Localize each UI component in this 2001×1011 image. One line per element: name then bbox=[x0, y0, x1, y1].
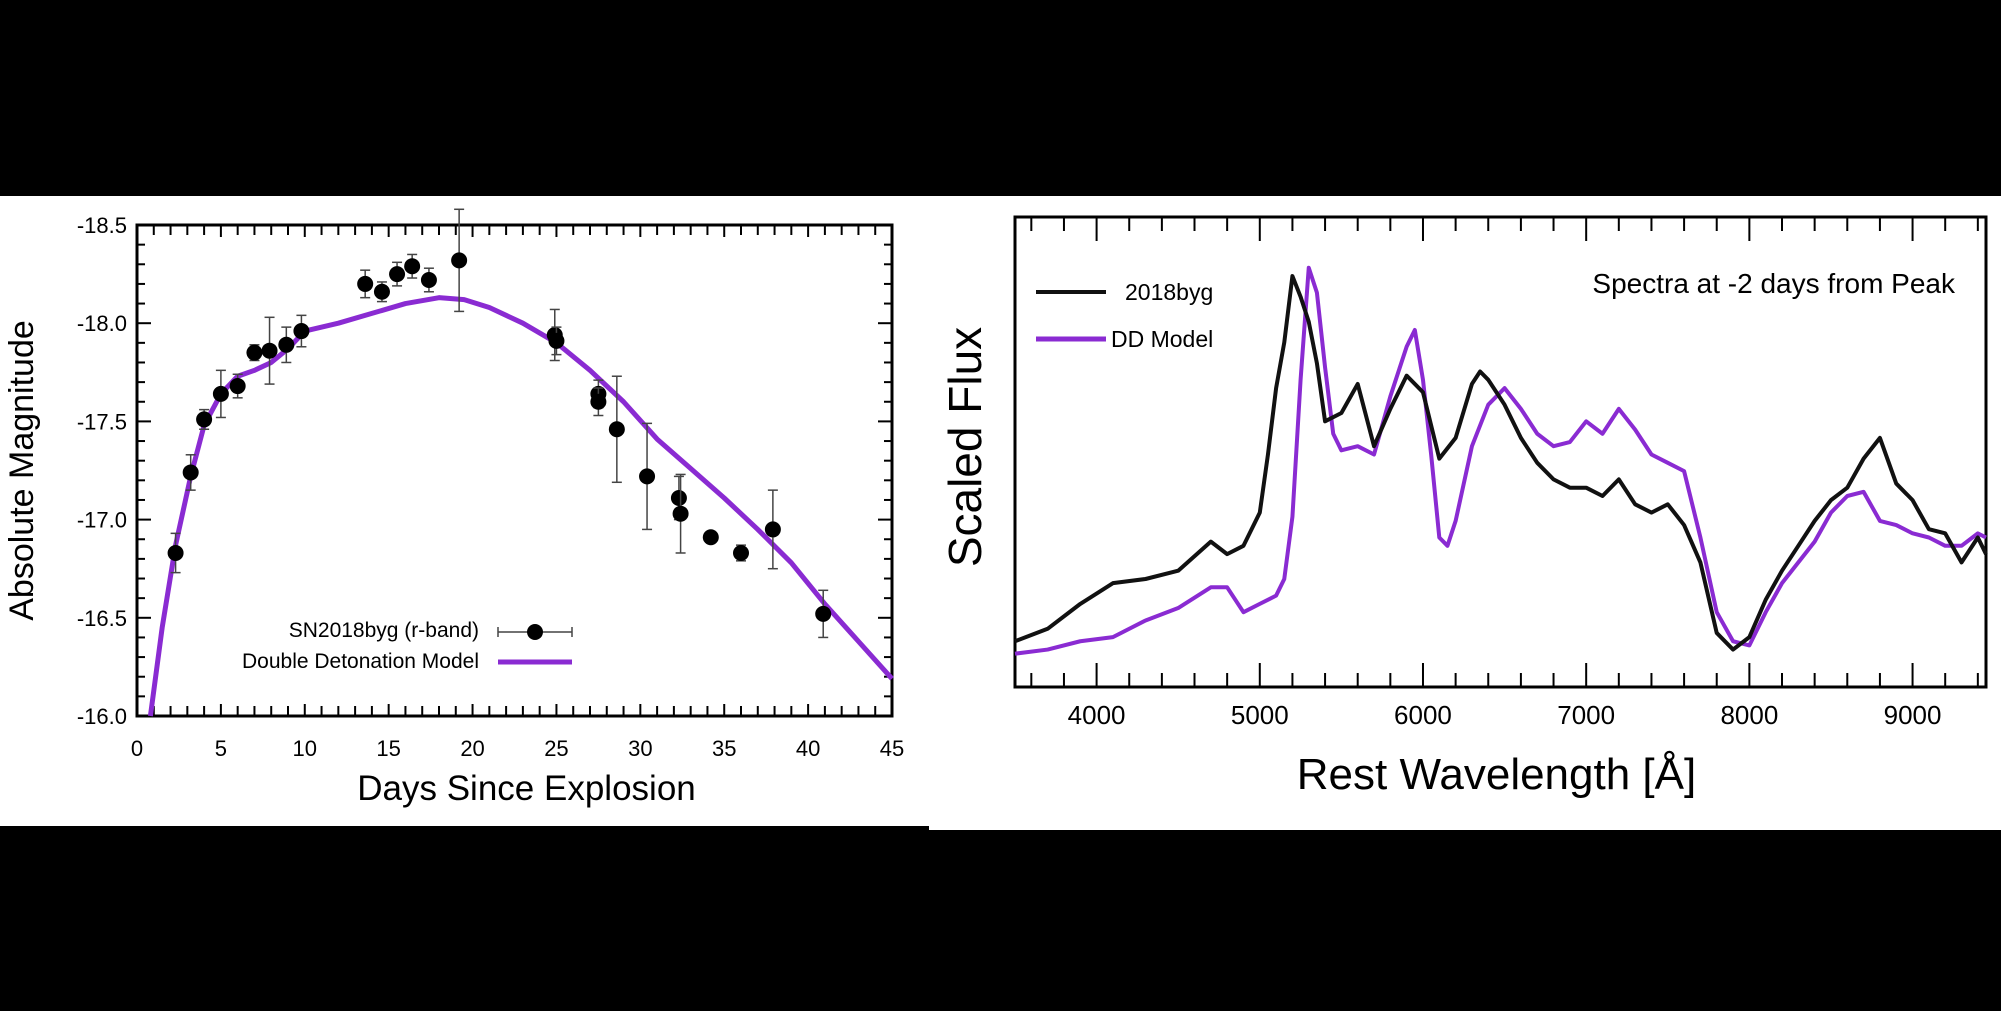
x-tick-label: 40 bbox=[796, 736, 820, 761]
x-axis-label: Days Since Explosion bbox=[357, 769, 696, 808]
y-tick-label: -18.5 bbox=[77, 213, 127, 238]
data-point bbox=[404, 258, 421, 275]
plot-frame bbox=[135, 223, 894, 718]
data-point bbox=[548, 332, 565, 349]
x-tick-label: 15 bbox=[376, 736, 400, 761]
y-tick-label: -17.0 bbox=[77, 508, 127, 533]
model-line bbox=[147, 295, 894, 717]
data-point bbox=[278, 336, 295, 353]
data-point bbox=[357, 275, 374, 292]
x-tick-label: 20 bbox=[460, 736, 484, 761]
data-point bbox=[639, 468, 656, 485]
x-tick-label: 5000 bbox=[1231, 700, 1289, 730]
data-point bbox=[293, 323, 310, 340]
plot-frame bbox=[1013, 215, 1988, 689]
data-point bbox=[672, 505, 689, 522]
spectrum-panel: 4000 5000 6000 7000 8000 9000 Rest Wavelength … bbox=[929, 196, 2001, 830]
data-point bbox=[182, 464, 199, 481]
x-tick-label: 35 bbox=[712, 736, 736, 761]
data-point bbox=[246, 344, 263, 361]
data-point bbox=[733, 544, 749, 561]
legend-label-model: DD Model bbox=[1111, 326, 1213, 352]
y-axis-label: Scaled Flux bbox=[939, 327, 991, 567]
data-point bbox=[261, 342, 278, 359]
x-tick-label: 6000 bbox=[1394, 700, 1452, 730]
x-tick-label: 45 bbox=[880, 736, 904, 761]
data-point bbox=[451, 252, 468, 269]
data-point bbox=[389, 266, 406, 283]
chart-title: Spectra at -2 days from Peak bbox=[1592, 268, 1956, 299]
x-tick-label: 10 bbox=[293, 736, 317, 761]
y-tick-label: -18.0 bbox=[77, 311, 127, 336]
spectrum-chart: 4000 5000 6000 7000 8000 9000 Rest Wavelength … bbox=[939, 215, 1988, 799]
x-tick-label: 9000 bbox=[1884, 700, 1942, 730]
data-point bbox=[229, 378, 246, 395]
data-point bbox=[670, 489, 687, 506]
y-tick-label: -17.5 bbox=[77, 409, 127, 434]
data-point bbox=[590, 393, 607, 410]
data-point bbox=[608, 421, 625, 438]
x-tick-label: 30 bbox=[628, 736, 652, 761]
y-axis-label: Absolute Magnitude bbox=[3, 320, 41, 621]
x-tick-label: 8000 bbox=[1720, 700, 1778, 730]
light-curve-panel: 0 5 10 15 20 25 30 35 40 45 -16.0 -16.5 -17.0 -17.5 -1… bbox=[0, 196, 929, 826]
data-point bbox=[373, 283, 390, 300]
x-tick-label: 0 bbox=[131, 736, 143, 761]
data-point bbox=[212, 385, 229, 402]
data-point bbox=[764, 521, 781, 538]
y-tick-label: -16.5 bbox=[77, 606, 127, 631]
legend-marker-observed bbox=[527, 624, 543, 640]
legend-label-observed: SN2018byg (r-band) bbox=[289, 619, 479, 642]
observed-spectrum-line bbox=[1014, 274, 1988, 652]
x-tick-label: 7000 bbox=[1557, 700, 1615, 730]
light-curve-chart: 0 5 10 15 20 25 30 35 40 45 -16.0 -16.5 -17.0 -17.5 -1… bbox=[3, 208, 904, 808]
x-tick-label: 25 bbox=[544, 736, 568, 761]
data-point bbox=[196, 411, 213, 428]
y-tick-label: -16.0 bbox=[77, 704, 127, 729]
x-axis-label: Rest Wavelength [Å] bbox=[1297, 750, 1696, 799]
legend-label-observed: 2018byg bbox=[1125, 279, 1213, 305]
data-point bbox=[420, 271, 437, 288]
model-spectrum-line bbox=[1014, 265, 1987, 656]
data-point bbox=[167, 544, 184, 561]
legend-label-model: Double Detonation Model bbox=[242, 650, 479, 673]
x-tick-label: 4000 bbox=[1068, 700, 1126, 730]
data-point bbox=[815, 605, 832, 622]
data-point bbox=[702, 529, 719, 546]
x-tick-label: 5 bbox=[215, 736, 227, 761]
